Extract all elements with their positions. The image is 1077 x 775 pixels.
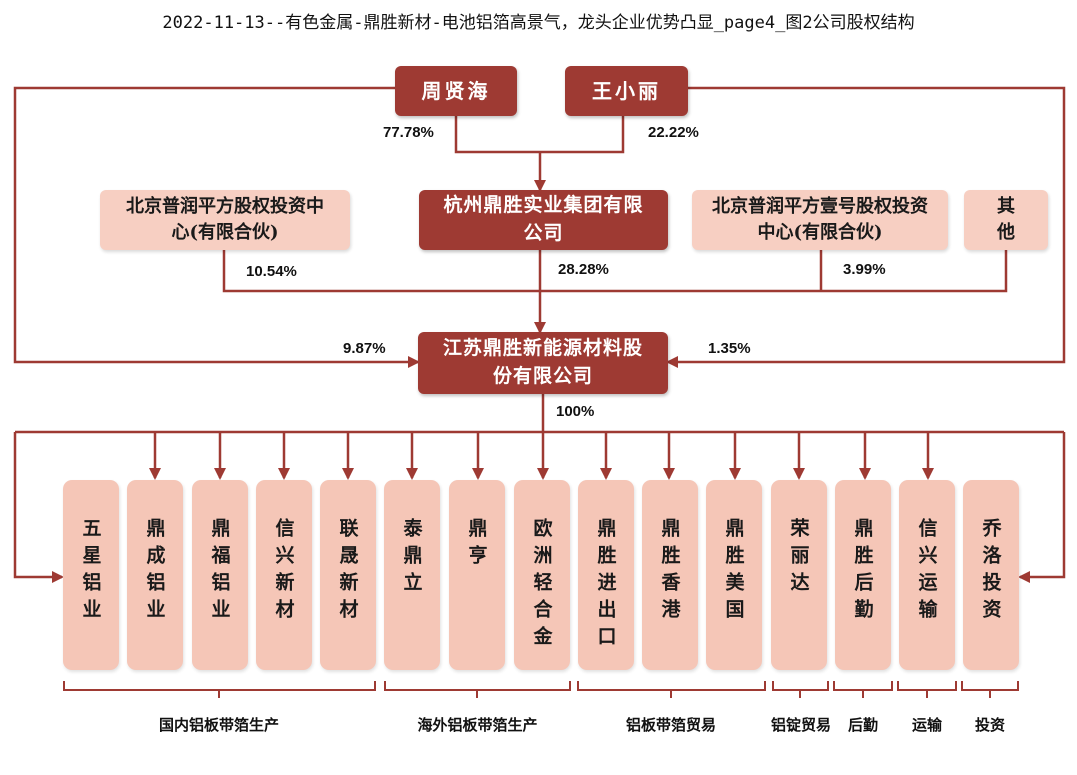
subsidiary-name: 鼎胜后勤 — [851, 518, 874, 626]
subsidiary-name: 信兴运输 — [915, 518, 938, 626]
pct-wang-hangzhou: 22.22% — [648, 124, 699, 141]
subsidiary-box: 鼎亨 — [449, 480, 505, 670]
subsidiary-box: 泰鼎立 — [384, 480, 440, 670]
subsidiary-name: 五星铝业 — [79, 518, 102, 626]
category-strip-foil-trade: 铝板带箔贸易 — [625, 716, 716, 734]
subsidiary-name: 鼎福铝业 — [208, 518, 231, 626]
shareholder-wang: 王小丽 — [565, 66, 688, 116]
subsidiary-name: 鼎胜进出口 — [594, 518, 617, 653]
subsidiary-name: 鼎亨 — [465, 518, 488, 572]
subsidiary-box: 信兴运输 — [899, 480, 955, 670]
category-ingot-trade: 铝锭贸易 — [770, 716, 831, 734]
subsidiary-box: 欧洲轻合金 — [514, 480, 570, 670]
category-transport: 运输 — [912, 716, 943, 734]
pct-wang-direct: 1.35% — [708, 340, 751, 357]
subsidiary-name: 鼎胜香港 — [658, 518, 681, 626]
pct-puruo-no1-fund: 3.99% — [843, 261, 886, 278]
shareholder-puruo-fund: 北京普润平方股权投资中心(有限合伙) — [100, 190, 350, 250]
pct-puruo-fund: 10.54% — [246, 263, 297, 280]
subsidiary-box: 鼎成铝业 — [127, 480, 183, 670]
pct-hangzhou-group: 28.28% — [558, 261, 609, 278]
subsidiary-box: 信兴新材 — [256, 480, 312, 670]
subsidiary-name: 荣丽达 — [787, 518, 810, 599]
subsidiary-box: 鼎福铝业 — [192, 480, 248, 670]
subsidiary-box: 联晟新材 — [320, 480, 376, 670]
subsidiary-name: 鼎成铝业 — [143, 518, 166, 626]
subsidiary-box: 鼎胜美国 — [706, 480, 762, 670]
subsidiary-box: 鼎胜香港 — [642, 480, 698, 670]
subsidiary-box: 鼎胜进出口 — [578, 480, 634, 670]
subsidiary-name: 联晟新材 — [336, 518, 359, 626]
shareholder-puruo-no1-fund: 北京普润平方壹号股权投资中心(有限合伙) — [692, 190, 948, 250]
subsidiary-name: 信兴新材 — [272, 518, 295, 626]
category-overseas-production: 海外铝板带箔生产 — [417, 716, 538, 734]
shareholder-zhou: 周贤海 — [395, 66, 517, 116]
subsidiary-box: 五星铝业 — [63, 480, 119, 670]
subsidiary-box: 荣丽达 — [771, 480, 827, 670]
category-logistics: 后勤 — [847, 716, 878, 734]
shareholder-hangzhou-group: 杭州鼎胜实业集团有限公司 — [419, 190, 668, 250]
category-domestic-production: 国内铝板带箔生产 — [158, 716, 279, 734]
company-jiangsu-dingsheng: 江苏鼎胜新能源材料股份有限公司 — [418, 332, 668, 394]
subsidiary-name: 欧洲轻合金 — [530, 518, 553, 653]
subsidiary-box: 鼎胜后勤 — [835, 480, 891, 670]
subsidiary-name: 泰鼎立 — [400, 518, 423, 599]
shareholder-others: 其他 — [964, 190, 1048, 250]
pct-zhou-direct: 9.87% — [343, 340, 386, 357]
category-investment: 投资 — [974, 716, 1005, 734]
subsidiary-name: 鼎胜美国 — [722, 518, 745, 626]
pct-subsidiaries: 100% — [556, 403, 595, 420]
pct-zhou-hangzhou: 77.78% — [383, 124, 434, 141]
subsidiary-name: 乔洛投资 — [979, 518, 1002, 626]
subsidiary-box: 乔洛投资 — [963, 480, 1019, 670]
page-title: 2022-11-13--有色金属-鼎胜新材-电池铝箔高景气，龙头企业优势凸显_p… — [162, 13, 915, 33]
